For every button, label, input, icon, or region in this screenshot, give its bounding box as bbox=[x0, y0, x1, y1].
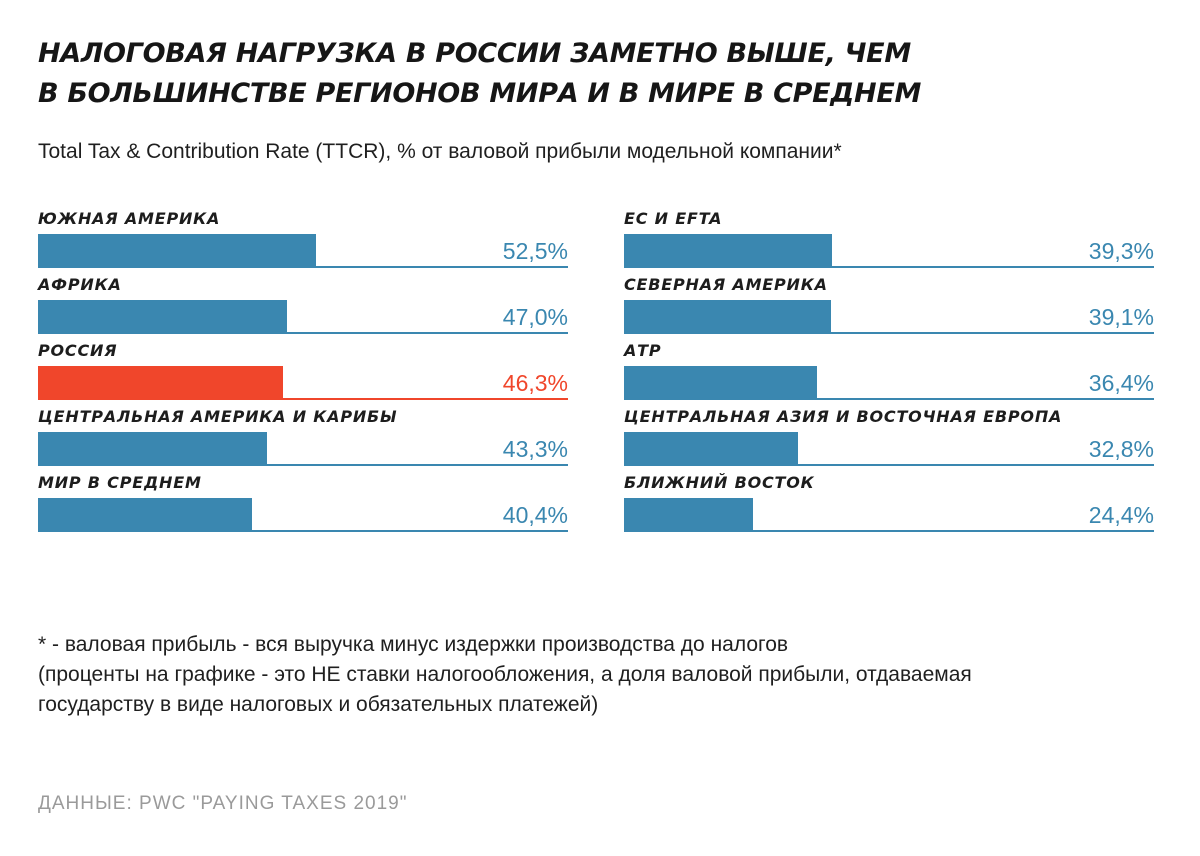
bar-row: РОССИЯ 46,3% bbox=[38, 336, 568, 402]
chart-title-line-1: НАЛОГОВАЯ НАГРУЗКА В РОССИИ ЗАМЕТНО ВЫШЕ… bbox=[38, 38, 911, 69]
footnote-line-2: (проценты на графике - это НЕ ставки нал… bbox=[38, 663, 972, 686]
bar-category-label: МИР В СРЕДНЕМ bbox=[38, 473, 202, 492]
bar bbox=[38, 300, 287, 332]
bar bbox=[624, 300, 831, 332]
bar-row: ЮЖНАЯ АМЕРИКА 52,5% bbox=[38, 204, 568, 270]
footnote: * - валовая прибыль - вся выручка минус … bbox=[38, 630, 1168, 720]
bar bbox=[38, 366, 283, 398]
bar-value-label: 32,8% bbox=[1088, 436, 1154, 462]
bar-track: 40,4% bbox=[38, 498, 568, 532]
bar-row: ЦЕНТРАЛЬНАЯ АМЕРИКА И КАРИБЫ 43,3% bbox=[38, 402, 568, 468]
bar-category-label: ЕС И EFTA bbox=[624, 209, 723, 228]
bar-category-label: АТР bbox=[624, 341, 662, 360]
bar bbox=[38, 234, 316, 266]
bar-track: 39,1% bbox=[624, 300, 1154, 334]
bar bbox=[38, 432, 267, 464]
data-source: ДАННЫЕ: PWC "PAYING TAXES 2019" bbox=[38, 793, 408, 814]
bar-column-right: ЕС И EFTA 39,3% СЕВЕРНАЯ АМЕРИКА 39,1% АТР 36… bbox=[624, 204, 1154, 534]
footnote-line-3: государству в виде налоговых и обязатель… bbox=[38, 693, 599, 716]
bar-value-label: 36,4% bbox=[1088, 370, 1154, 396]
bar-row: БЛИЖНИЙ ВОСТОК 24,4% bbox=[624, 468, 1154, 534]
bar-category-label: БЛИЖНИЙ ВОСТОК bbox=[624, 473, 815, 492]
bar-value-label: 46,3% bbox=[502, 370, 568, 396]
bar-category-label: РОССИЯ bbox=[38, 341, 118, 360]
bar-track: 24,4% bbox=[624, 498, 1154, 532]
bar-category-label: ЦЕНТРАЛЬНАЯ АМЕРИКА И КАРИБЫ bbox=[38, 407, 398, 426]
bar-row: АТР 36,4% bbox=[624, 336, 1154, 402]
bar-value-label: 24,4% bbox=[1088, 502, 1154, 528]
chart-title-line-2: В БОЛЬШИНСТВЕ РЕГИОНОВ МИРА И В МИРЕ В С… bbox=[38, 78, 922, 109]
bar-track: 36,4% bbox=[624, 366, 1154, 400]
bar-value-label: 39,3% bbox=[1088, 238, 1154, 264]
bar bbox=[38, 498, 252, 530]
bar-value-label: 39,1% bbox=[1088, 304, 1154, 330]
bar-track: 43,3% bbox=[38, 432, 568, 466]
bar-value-label: 40,4% bbox=[502, 502, 568, 528]
bar-category-label: ЦЕНТРАЛЬНАЯ АЗИЯ И ВОСТОЧНАЯ ЕВРОПА bbox=[624, 407, 1063, 426]
bar-row: СЕВЕРНАЯ АМЕРИКА 39,1% bbox=[624, 270, 1154, 336]
bar-track: 46,3% bbox=[38, 366, 568, 400]
footnote-line-1: * - валовая прибыль - вся выручка минус … bbox=[38, 633, 789, 656]
bar-track: 52,5% bbox=[38, 234, 568, 268]
bar bbox=[624, 498, 753, 530]
bar-value-label: 52,5% bbox=[502, 238, 568, 264]
bar-value-label: 43,3% bbox=[502, 436, 568, 462]
chart-title: НАЛОГОВАЯ НАГРУЗКА В РОССИИ ЗАМЕТНО ВЫШЕ… bbox=[38, 34, 1138, 114]
bar-category-label: АФРИКА bbox=[38, 275, 122, 294]
bar-row: АФРИКА 47,0% bbox=[38, 270, 568, 336]
bar-category-label: СЕВЕРНАЯ АМЕРИКА bbox=[624, 275, 828, 294]
bar bbox=[624, 432, 798, 464]
bar-row: ЦЕНТРАЛЬНАЯ АЗИЯ И ВОСТОЧНАЯ ЕВРОПА 32,8% bbox=[624, 402, 1154, 468]
bar-value-label: 47,0% bbox=[502, 304, 568, 330]
bar bbox=[624, 366, 817, 398]
bar bbox=[624, 234, 832, 266]
bar-track: 32,8% bbox=[624, 432, 1154, 466]
bar-row: ЕС И EFTA 39,3% bbox=[624, 204, 1154, 270]
bar-row: МИР В СРЕДНЕМ 40,4% bbox=[38, 468, 568, 534]
bar-track: 47,0% bbox=[38, 300, 568, 334]
bar-category-label: ЮЖНАЯ АМЕРИКА bbox=[38, 209, 221, 228]
bar-track: 39,3% bbox=[624, 234, 1154, 268]
bar-column-left: ЮЖНАЯ АМЕРИКА 52,5% АФРИКА 47,0% РОССИЯ 46,3%… bbox=[38, 204, 568, 534]
chart-subtitle: Total Tax & Contribution Rate (TTCR), % … bbox=[38, 140, 842, 163]
